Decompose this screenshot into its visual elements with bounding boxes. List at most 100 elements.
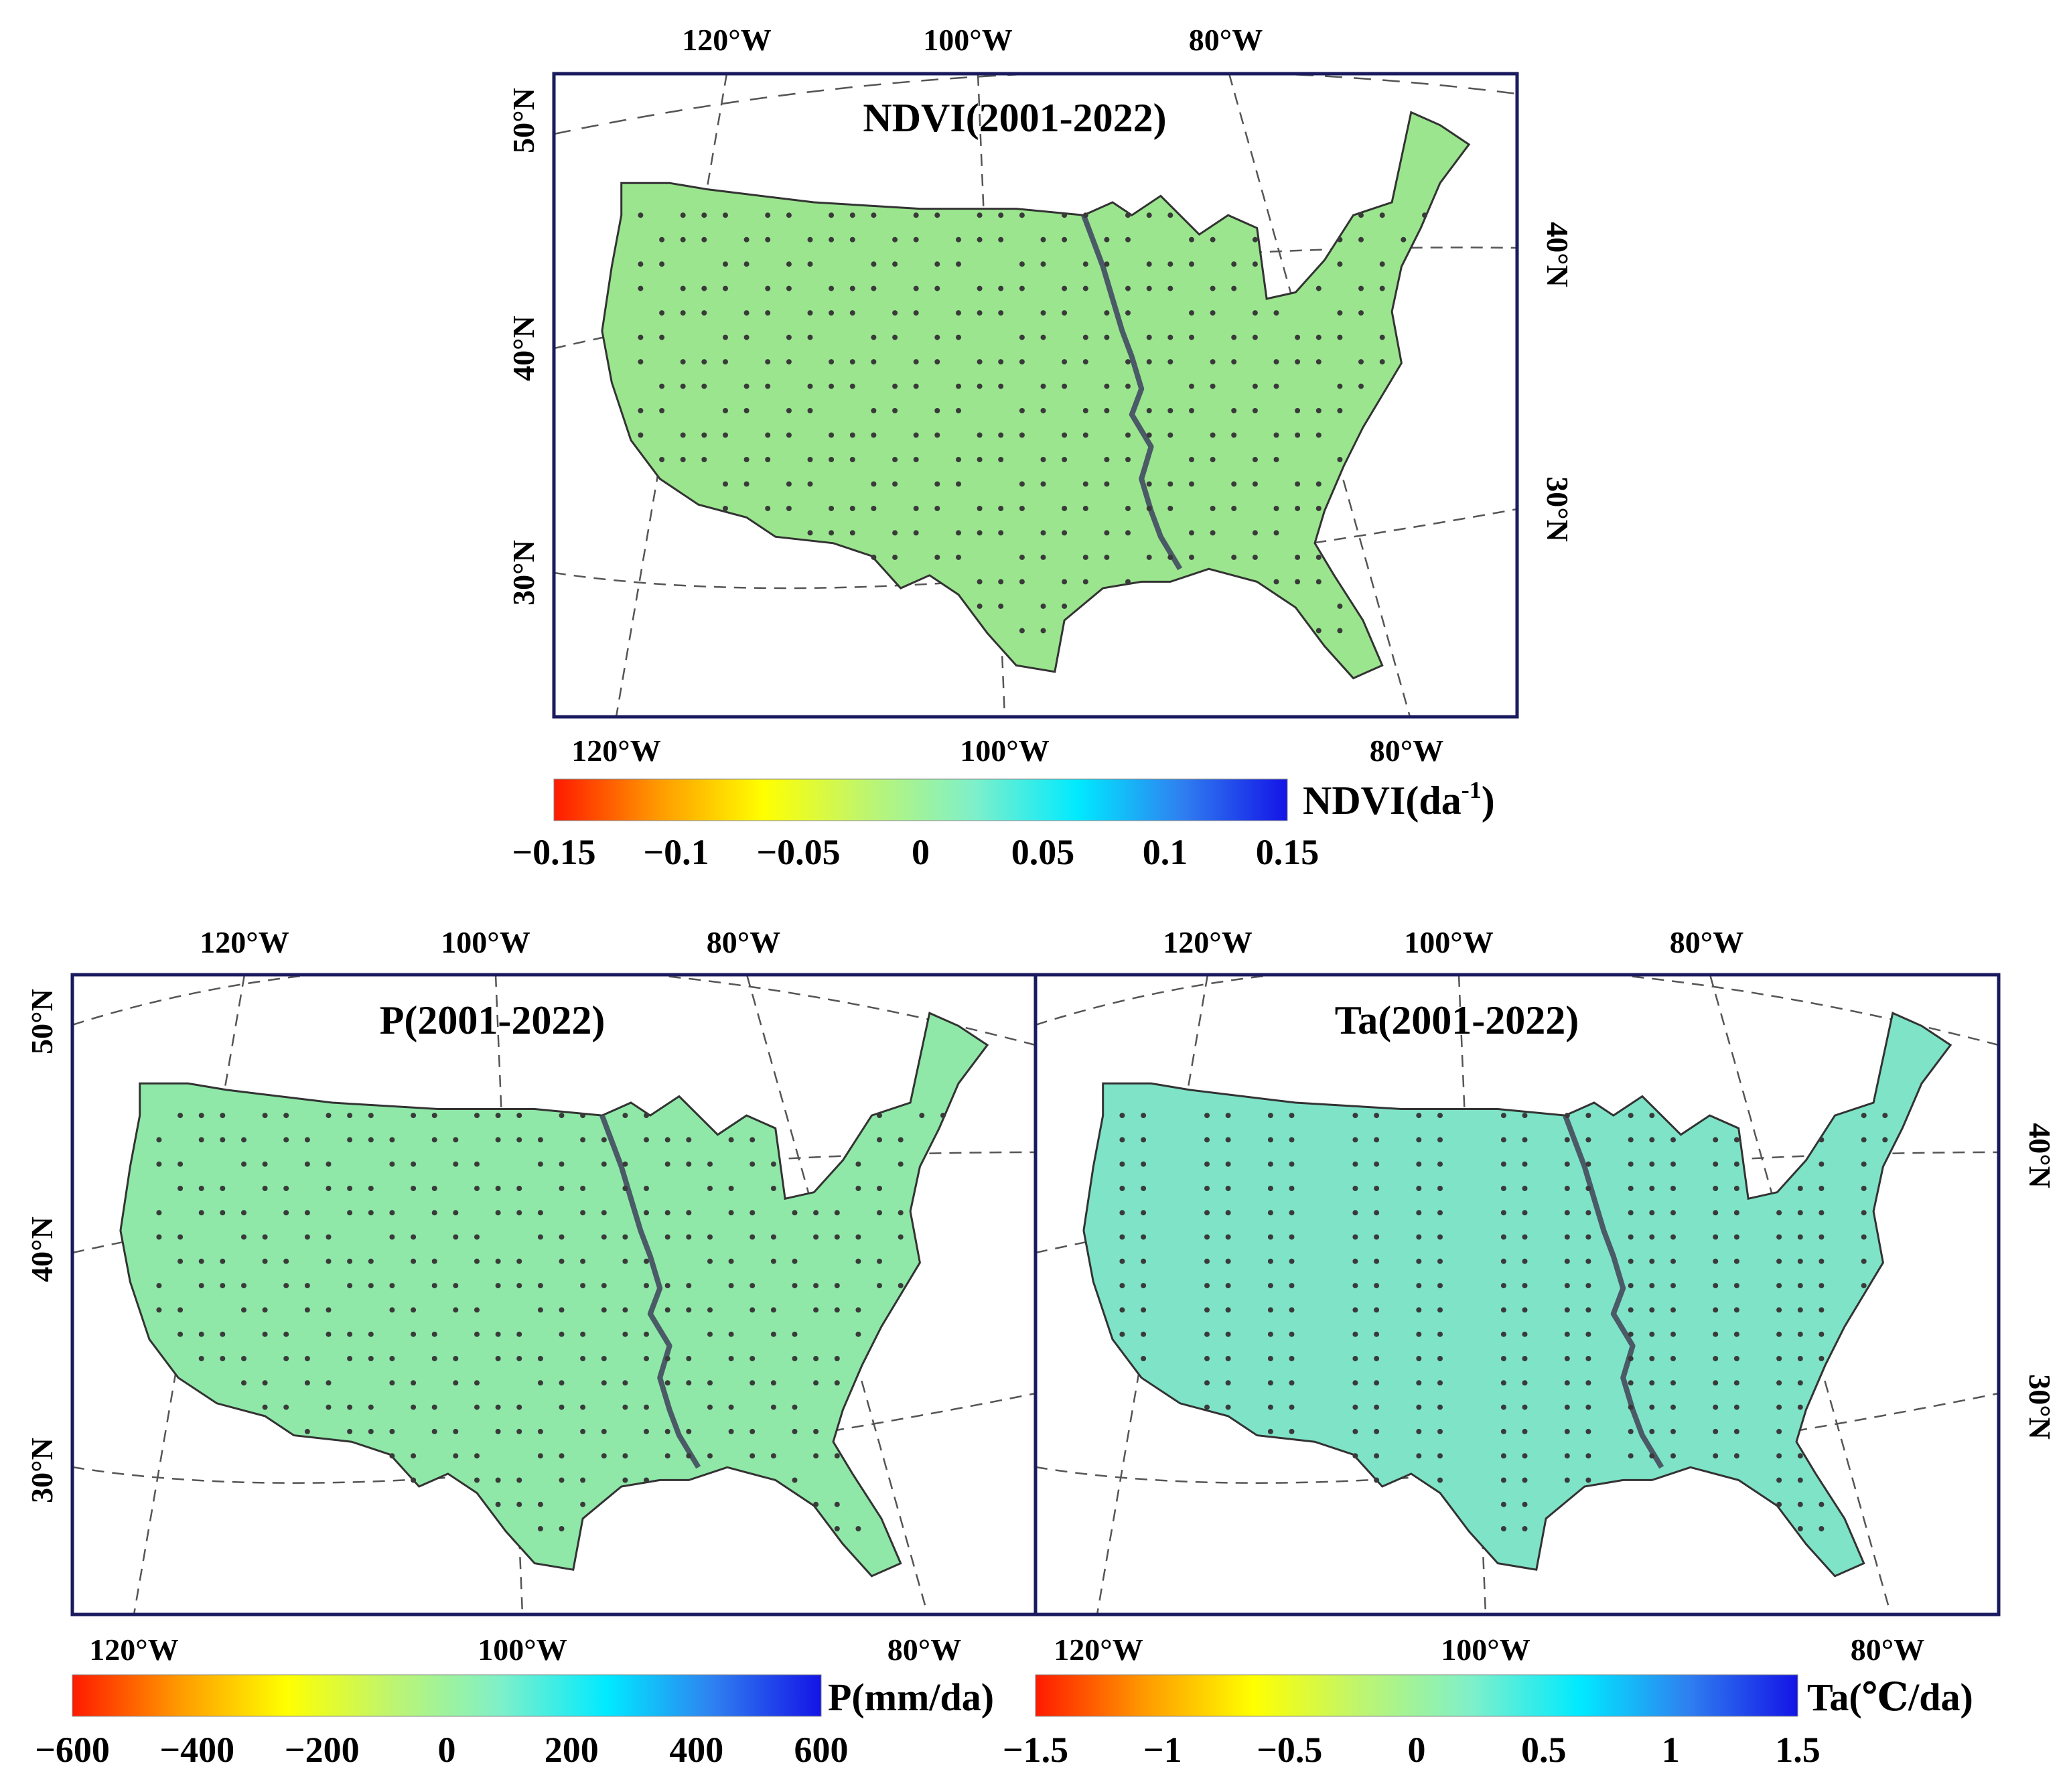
precip-significance-dot <box>813 1210 819 1216</box>
precip-significance-dot <box>792 1210 798 1216</box>
precip-significance-dot <box>792 1477 798 1483</box>
temp-significance-dot <box>1119 1307 1125 1313</box>
temp-significance-dot <box>1797 1356 1803 1361</box>
precip-significance-dot <box>326 1258 332 1264</box>
temp-significance-dot <box>1141 1234 1147 1240</box>
ndvi-significance-dot <box>1358 310 1364 316</box>
ndvi-significance-dot <box>1401 236 1407 243</box>
temp-significance-dot <box>1352 1161 1358 1167</box>
temp-significance-dot <box>1225 1186 1231 1191</box>
ndvi-significance-dot <box>1082 481 1088 487</box>
temp-significance-dot <box>1500 1210 1506 1216</box>
temp-significance-dot <box>1733 1137 1739 1143</box>
precip-significance-dot <box>855 1258 861 1264</box>
temp-significance-dot <box>1416 1283 1422 1289</box>
ndvi-colorbar-tick: −0.05 <box>756 832 840 872</box>
temp-significance-dot <box>1797 1283 1803 1289</box>
precip-significance-dot <box>707 1258 713 1264</box>
ndvi-significance-dot <box>934 481 940 487</box>
precip-significance-dot <box>580 1501 586 1507</box>
ndvi-significance-dot <box>1019 506 1025 511</box>
temp-significance-dot <box>1585 1380 1591 1386</box>
temp-significance-dot <box>1141 1283 1147 1289</box>
temp-significance-dot <box>1225 1258 1231 1264</box>
temp-significance-dot <box>1500 1477 1506 1483</box>
ndvi-significance-dot <box>913 212 919 218</box>
ndvi-significance-dot <box>871 408 877 413</box>
temp-significance-dot <box>1628 1258 1634 1264</box>
ndvi-significance-dot <box>1019 359 1025 365</box>
precip-significance-dot <box>537 1307 543 1313</box>
precip-significance-dot <box>622 1307 628 1313</box>
precip-significance-dot <box>770 1258 776 1264</box>
temp-significance-dot <box>1225 1210 1231 1216</box>
ndvi-significance-dot <box>743 236 750 243</box>
ndvi-significance-dot <box>1210 432 1216 438</box>
ndvi-significance-dot <box>892 310 898 316</box>
temp-significance-dot <box>1204 1113 1210 1119</box>
precip-significance-dot <box>834 1234 840 1240</box>
ndvi-significance-dot <box>1252 310 1258 316</box>
precip-significance-dot <box>664 1428 670 1434</box>
temp-significance-dot <box>1289 1210 1295 1216</box>
precip-significance-dot <box>304 1161 310 1167</box>
ndvi-significance-dot <box>871 285 877 291</box>
ndvi-significance-dot <box>701 310 707 316</box>
ndvi-significance-dot <box>1295 506 1301 511</box>
ndvi-top-lon-80w: 80°W <box>1189 23 1263 57</box>
temp-significance-dot <box>1670 1428 1676 1434</box>
precip-significance-dot <box>283 1404 289 1410</box>
temp-significance-dot <box>1628 1380 1634 1386</box>
ndvi-colorbar-tick: −0.15 <box>512 832 595 872</box>
precip-significance-dot <box>453 1356 459 1361</box>
temp-significance-dot <box>1352 1453 1358 1459</box>
ndvi-significance-dot <box>1379 359 1385 365</box>
ndvi-significance-dot <box>1040 334 1046 340</box>
precip-significance-dot <box>368 1137 374 1143</box>
precip-colorbar-tick: 400 <box>669 1730 723 1770</box>
precip-bottom-lon-80w: 80°W <box>887 1633 961 1667</box>
precip-significance-dot <box>622 1404 628 1410</box>
precip-significance-dot <box>516 1186 522 1191</box>
precip-significance-dot <box>664 1356 670 1361</box>
precip-significance-dot <box>453 1307 459 1313</box>
temp-significance-dot <box>1564 1234 1570 1240</box>
ndvi-significance-dot <box>1315 285 1322 291</box>
temp-significance-dot <box>1670 1331 1676 1337</box>
ndvi-significance-dot <box>1019 212 1025 218</box>
precip-significance-dot <box>177 1186 184 1191</box>
precip-significance-dot <box>326 1234 332 1240</box>
temp-significance-dot <box>1819 1356 1825 1361</box>
temp-significance-dot <box>1500 1428 1506 1434</box>
precip-significance-dot <box>834 1210 840 1216</box>
temp-significance-dot <box>1564 1137 1570 1143</box>
precip-significance-dot <box>834 1526 840 1531</box>
ndvi-significance-dot <box>998 457 1004 462</box>
ndvi-significance-dot <box>956 383 961 389</box>
ndvi-significance-dot <box>1104 261 1110 267</box>
precip-significance-dot <box>220 1210 226 1216</box>
temp-significance-dot <box>1225 1283 1231 1289</box>
temp-significance-dot <box>1733 1453 1739 1459</box>
ndvi-significance-dot <box>1167 261 1173 267</box>
ndvi-significance-dot <box>1104 334 1110 340</box>
temp-significance-dot <box>1141 1137 1147 1143</box>
ndvi-significance-dot <box>1167 359 1173 365</box>
temp-significance-dot <box>1670 1356 1676 1361</box>
temp-significance-dot <box>1289 1283 1295 1289</box>
temp-significance-dot <box>1819 1331 1825 1337</box>
ndvi-significance-dot <box>1125 579 1131 585</box>
precip-significance-dot <box>707 1161 713 1167</box>
ndvi-significance-dot <box>871 359 877 365</box>
temp-significance-dot <box>1437 1307 1443 1313</box>
temp-significance-dot <box>1289 1161 1295 1167</box>
temp-significance-dot <box>1374 1186 1380 1191</box>
temp-significance-dot <box>1522 1453 1528 1459</box>
precip-significance-dot <box>389 1380 395 1386</box>
temp-significance-dot <box>1649 1137 1655 1143</box>
temp-significance-dot <box>1649 1331 1655 1337</box>
ndvi-significance-dot <box>765 457 771 462</box>
temp-significance-dot <box>1564 1477 1570 1483</box>
temp-significance-dot <box>1500 1526 1506 1531</box>
precip-bottom-lon-120w: 120°W <box>89 1633 178 1667</box>
